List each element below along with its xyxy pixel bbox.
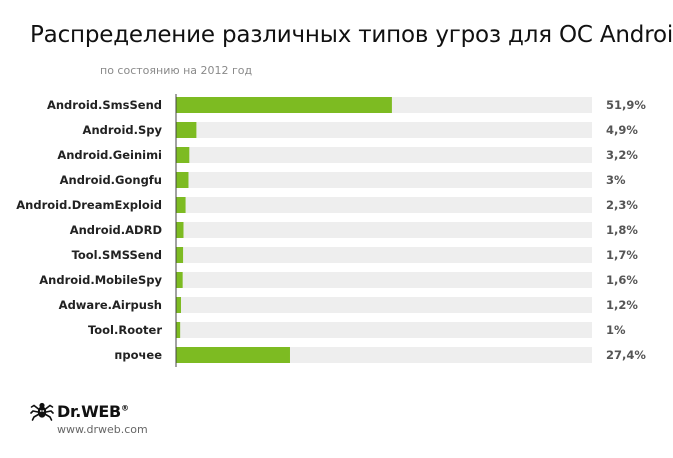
value-label: 3%: [606, 173, 626, 187]
value-label: 3,2%: [606, 148, 638, 162]
category-label: Android.Geinimi: [57, 148, 162, 162]
value-label: 4,9%: [606, 123, 638, 137]
bar-track: [176, 247, 592, 263]
value-label: 2,3%: [606, 198, 638, 212]
bar: [176, 147, 190, 163]
spider-logo-icon: [30, 402, 54, 421]
chart-title: Распределение различных типов угроз для …: [30, 22, 673, 48]
bar-track: [176, 172, 592, 188]
bar-track: [176, 272, 592, 288]
category-label: Android.DreamExploid: [16, 198, 162, 212]
value-label: 27,4%: [606, 348, 646, 362]
bar: [176, 222, 184, 238]
bar: [176, 197, 186, 213]
value-label: 1,7%: [606, 248, 638, 262]
bar: [176, 347, 290, 363]
value-label: 1,6%: [606, 273, 638, 287]
bar: [176, 97, 392, 113]
category-label: Adware.Airpush: [59, 298, 162, 312]
bar: [176, 322, 181, 338]
category-label: Android.Gongfu: [60, 173, 162, 187]
drweb-logo: Dr.WEB®: [30, 400, 129, 422]
category-label: прочее: [114, 348, 162, 362]
category-label: Android.Spy: [83, 123, 163, 137]
registered-mark: ®: [120, 403, 129, 413]
bar: [176, 172, 189, 188]
bar-track: [176, 222, 592, 238]
bar: [176, 247, 184, 263]
bar-track: [176, 197, 592, 213]
value-label: 1,2%: [606, 298, 638, 312]
bar: [176, 297, 181, 313]
bar-track: [176, 322, 592, 338]
bar-track: [176, 147, 592, 163]
category-label: Tool.Rooter: [88, 323, 162, 337]
value-label: 1,8%: [606, 223, 638, 237]
bar-track: [176, 122, 592, 138]
category-label: Android.SmsSend: [47, 98, 162, 112]
value-label: 51,9%: [606, 98, 646, 112]
category-label: Android.MobileSpy: [39, 273, 162, 287]
bar: [176, 122, 197, 138]
website-url: www.drweb.com: [57, 423, 148, 436]
value-label: 1%: [606, 323, 626, 337]
bar: [176, 272, 183, 288]
brand-name: Dr.WEB®: [57, 401, 129, 421]
category-label: Android.ADRD: [70, 223, 162, 237]
category-label: Tool.SMSSend: [72, 248, 162, 262]
bar-track: [176, 297, 592, 313]
chart-subtitle: по состоянию на 2012 год: [100, 64, 253, 77]
